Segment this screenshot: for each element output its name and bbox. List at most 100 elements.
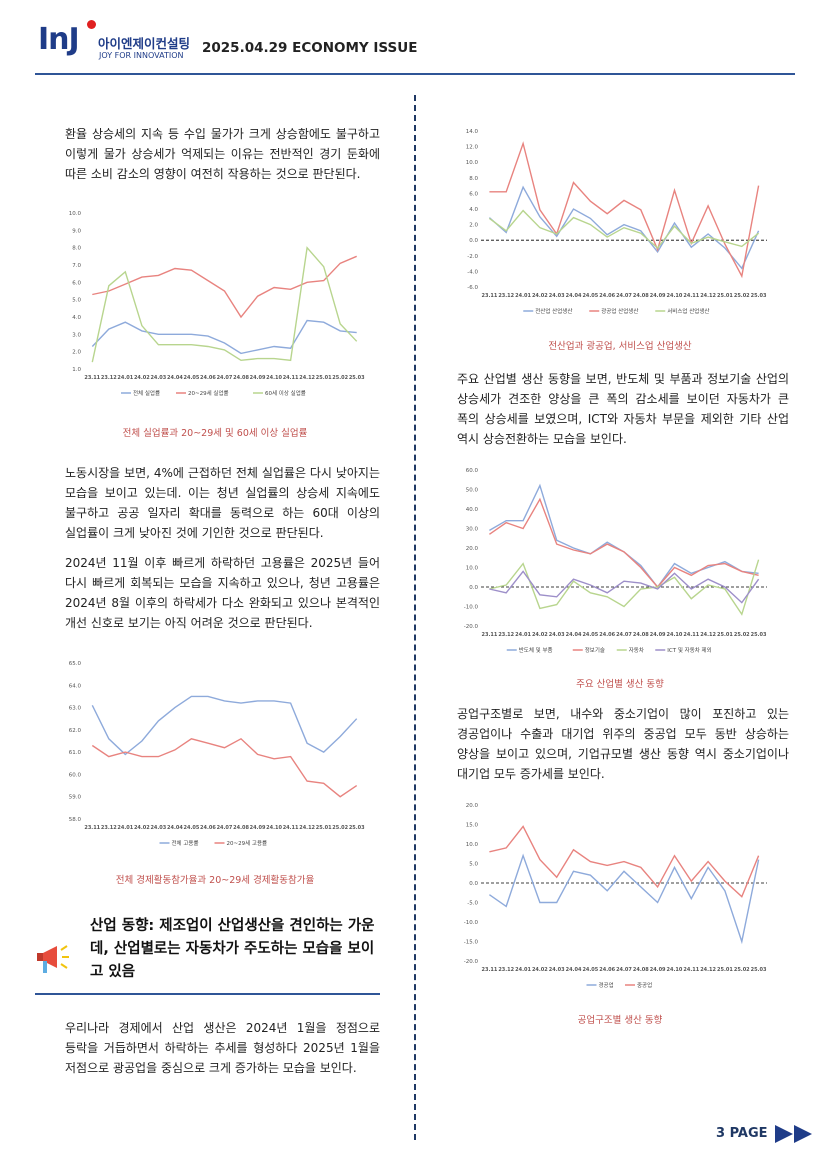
chart: 58.0 59.0 60.0 61.0 62.0 63.0 64.0 65.0 23.11 23.… — [69, 661, 365, 847]
paragraph: 주요 산업별 생산 동향을 보면, 반도체 및 부품과 정보기술 산업의 상승세… — [457, 372, 789, 446]
x-tick-label: 24.01 — [117, 825, 133, 831]
x-tick-label: 24.01 — [515, 967, 531, 973]
series-line — [489, 141, 760, 279]
x-tick-label: 23.11 — [84, 825, 100, 831]
x-tick-label: 25.02 — [734, 293, 750, 299]
x-tick-label: 24.05 — [582, 632, 598, 638]
x-tick-label: 24.09 — [650, 293, 666, 299]
x-tick-label: 24.02 — [532, 293, 548, 299]
series-line — [488, 209, 760, 250]
legend-label: 60세 이상 실업률 — [265, 389, 306, 397]
x-tick-label: 23.12 — [101, 375, 117, 381]
x-tick-label: 24.04 — [566, 293, 582, 299]
section-heading: 산업 동향: 제조업이 산업생산을 견인하는 가운데, 산업별로는 자동차가 주… — [90, 918, 375, 980]
logo-mark: InJ — [38, 22, 80, 57]
series-line — [489, 570, 760, 604]
x-tick-label: 24.03 — [150, 375, 166, 381]
x-tick-label: 24.12 — [700, 632, 716, 638]
legend-label: 20~29세 고용률 — [227, 839, 268, 847]
x-tick-label: 24.02 — [134, 375, 150, 381]
y-tick-label: 60.0 — [466, 468, 479, 474]
chart-caption: 전체 경제활동참가율과 20~29세 경제활동참가율 — [115, 875, 315, 886]
x-tick-label: 24.11 — [283, 375, 299, 381]
paragraph: 우리나라 경제에서 산업 생산은 2024년 1월을 정점으로 등락을 거듭하면… — [65, 1021, 380, 1075]
x-tick-label: 24.06 — [599, 967, 615, 973]
y-tick-label: 10.0 — [466, 566, 479, 572]
y-tick-label: 61.0 — [69, 750, 82, 756]
x-tick-label: 25.02 — [734, 632, 750, 638]
legend-label: 전체 고용률 — [172, 839, 199, 847]
chart-caption: 전체 실업률과 20~29세 및 60세 이상 실업률 — [122, 428, 308, 439]
x-tick-label: 24.01 — [515, 632, 531, 638]
y-tick-label: 9.0 — [72, 228, 81, 234]
y-tick-label: 0.0 — [469, 585, 478, 591]
x-tick-label: 24.07 — [217, 825, 233, 831]
y-tick-label: 64.0 — [69, 683, 82, 689]
header-rule — [35, 73, 795, 75]
x-tick-label: 24.08 — [633, 632, 649, 638]
y-tick-label: -10.0 — [464, 605, 479, 611]
series-line — [91, 737, 358, 798]
y-tick-label: 4.0 — [469, 207, 478, 213]
legend-label: 경공업 — [599, 981, 614, 989]
legend-label: 정보기술 — [585, 646, 605, 654]
legend-label: 자동차 — [629, 646, 644, 654]
y-tick-label: -4.0 — [467, 269, 478, 275]
y-tick-label: 60.0 — [69, 772, 82, 778]
series-line — [489, 483, 759, 589]
y-tick-label: -15.0 — [464, 940, 479, 946]
x-tick-label: 24.04 — [566, 632, 582, 638]
x-tick-label: 24.06 — [200, 375, 216, 381]
x-tick-label: 24.04 — [167, 375, 183, 381]
y-tick-label: -20.0 — [464, 959, 479, 965]
x-tick-label: 24.09 — [650, 967, 666, 973]
y-tick-label: 5.0 — [469, 862, 478, 868]
x-tick-label: 24.09 — [250, 825, 266, 831]
x-tick-label: 24.05 — [582, 967, 598, 973]
x-tick-label: 23.12 — [498, 632, 514, 638]
x-tick-label: 24.06 — [200, 825, 216, 831]
series-line — [489, 497, 759, 589]
y-tick-label: 20.0 — [466, 803, 479, 809]
y-tick-label: 6.0 — [72, 280, 81, 286]
paragraph: 환율 상승세의 지속 등 수입 물가가 크게 상승함에도 불구하고 이렇게 물가… — [65, 127, 380, 181]
x-tick-label: 23.11 — [84, 375, 100, 381]
x-tick-label: 24.06 — [599, 293, 615, 299]
y-tick-label: 4.0 — [72, 315, 81, 321]
x-tick-label: 25.03 — [751, 293, 767, 299]
x-tick-label: 23.11 — [481, 632, 497, 638]
series-line — [489, 559, 760, 616]
series-line — [91, 695, 358, 756]
y-tick-label: 2.0 — [469, 223, 478, 229]
y-tick-label: -6.0 — [467, 285, 478, 291]
y-tick-label: 15.0 — [466, 823, 479, 829]
y-tick-label: 40.0 — [466, 507, 479, 513]
legend-label: 전체 실업률 — [133, 389, 160, 397]
chart: 1.0 2.0 3.0 4.0 5.0 6.0 7.0 8.0 9.0 10.0 23.11 23.1… — [69, 211, 365, 397]
y-tick-label: 8.0 — [469, 176, 478, 182]
series-line — [488, 853, 760, 945]
x-tick-label: 24.05 — [582, 293, 598, 299]
x-tick-label: 24.08 — [233, 375, 249, 381]
x-tick-label: 25.01 — [717, 632, 733, 638]
y-tick-label: 58.0 — [69, 817, 82, 823]
x-tick-label: 23.12 — [498, 293, 514, 299]
next-arrows — [775, 1125, 812, 1143]
x-tick-label: 24.02 — [134, 825, 150, 831]
x-tick-label: 24.10 — [266, 375, 282, 381]
x-tick-label: 24.10 — [667, 293, 683, 299]
x-tick-label: 25.03 — [751, 967, 767, 973]
y-tick-label: 2.0 — [72, 350, 81, 356]
series-line — [91, 319, 357, 355]
y-tick-label: -5.0 — [467, 901, 478, 907]
y-tick-label: 5.0 — [72, 298, 81, 304]
y-tick-label: 10.0 — [466, 160, 479, 166]
x-tick-label: 24.02 — [532, 632, 548, 638]
y-tick-label: 0.0 — [469, 881, 478, 887]
x-tick-label: 24.07 — [217, 375, 233, 381]
legend-label: 20~29세 실업률 — [188, 389, 229, 397]
section-rule — [35, 993, 380, 995]
x-tick-label: 25.01 — [717, 967, 733, 973]
header-title: 2025.04.29 ECONOMY ISSUE — [202, 40, 418, 56]
